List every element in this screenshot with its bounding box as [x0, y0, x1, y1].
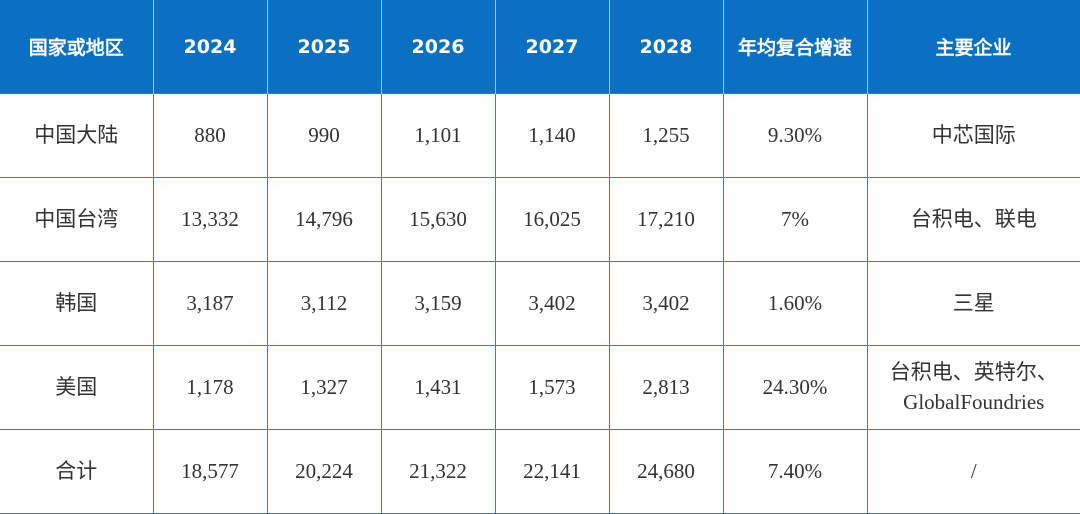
- table-row: 合计 18,577 20,224 21,322 22,141 24,680 7.40% /: [0, 429, 1080, 514]
- table-cell: 20,224: [266, 429, 382, 514]
- table-cell: 中国台湾: [0, 177, 154, 262]
- table-cell: 1,573: [494, 345, 610, 430]
- table-cell: 合计: [0, 429, 154, 514]
- table-cell: 韩国: [0, 261, 154, 346]
- table-cell: 三星: [866, 261, 1080, 346]
- table-cell: 18,577: [152, 429, 268, 514]
- table-cell: 1,431: [380, 345, 496, 430]
- table-cell: 15,630: [380, 177, 496, 262]
- table-cell: 1,101: [380, 93, 496, 178]
- table-cell: 3,112: [266, 261, 382, 346]
- table-cell: 24,680: [608, 429, 724, 514]
- table-cell: 2,813: [608, 345, 724, 430]
- header-cell: 国家或地区: [0, 0, 154, 94]
- header-cell: 2024: [153, 0, 268, 94]
- table-cell: 1,327: [266, 345, 382, 430]
- table-cell: 美国: [0, 345, 154, 430]
- table-row: 美国 1,178 1,327 1,431 1,573 2,813 24.30% 台积电、英特尔…: [0, 345, 1080, 430]
- table-cell: 7.40%: [722, 429, 868, 514]
- header-cell: 2028: [609, 0, 724, 94]
- table-cell: 3,159: [380, 261, 496, 346]
- table-cell: 3,187: [152, 261, 268, 346]
- table-cell: 中国大陆: [0, 93, 154, 178]
- table-cell: 台积电、联电: [866, 177, 1080, 262]
- table-cell: 22,141: [494, 429, 610, 514]
- header-cell: 2025: [267, 0, 382, 94]
- header-cell: 年均复合增速: [723, 0, 868, 94]
- table-cell: 990: [266, 93, 382, 178]
- table-cell: 16,025: [494, 177, 610, 262]
- table-cell: 3,402: [608, 261, 724, 346]
- table-cell: /: [866, 429, 1080, 514]
- table-cell: 1,140: [494, 93, 610, 178]
- table-cell: 880: [152, 93, 268, 178]
- table-cell: 7%: [722, 177, 868, 262]
- table-cell: 3,402: [494, 261, 610, 346]
- header-cell: 主要企业: [867, 0, 1080, 94]
- table-cell: 9.30%: [722, 93, 868, 178]
- header-row: 国家或地区 2024 2025 2026 2027 2028 年均复合增速 主要企业: [0, 0, 1080, 94]
- table-cell: 1,255: [608, 93, 724, 178]
- table-cell: 1.60%: [722, 261, 868, 346]
- table-cell: 17,210: [608, 177, 724, 262]
- table-cell: 14,796: [266, 177, 382, 262]
- table-cell: 中芯国际: [866, 93, 1080, 178]
- table-cell: 1,178: [152, 345, 268, 430]
- header-cell: 2026: [381, 0, 496, 94]
- table-cell: 21,322: [380, 429, 496, 514]
- table-row: 中国大陆 880 990 1,101 1,140 1,255 9.30% 中芯国际: [0, 93, 1080, 178]
- table-cell: 13,332: [152, 177, 268, 262]
- table-body: 中国大陆 880 990 1,101 1,140 1,255 9.30% 中芯国际 中国台湾 13…: [0, 93, 1080, 514]
- table-row: 韩国 3,187 3,112 3,159 3,402 3,402 1.60% 三星: [0, 261, 1080, 346]
- header-cell: 2027: [495, 0, 610, 94]
- table-row: 中国台湾 13,332 14,796 15,630 16,025 17,210 7% 台积电、…: [0, 177, 1080, 262]
- table-cell: 台积电、英特尔、GlobalFoundries: [866, 345, 1080, 430]
- table-cell: 24.30%: [722, 345, 868, 430]
